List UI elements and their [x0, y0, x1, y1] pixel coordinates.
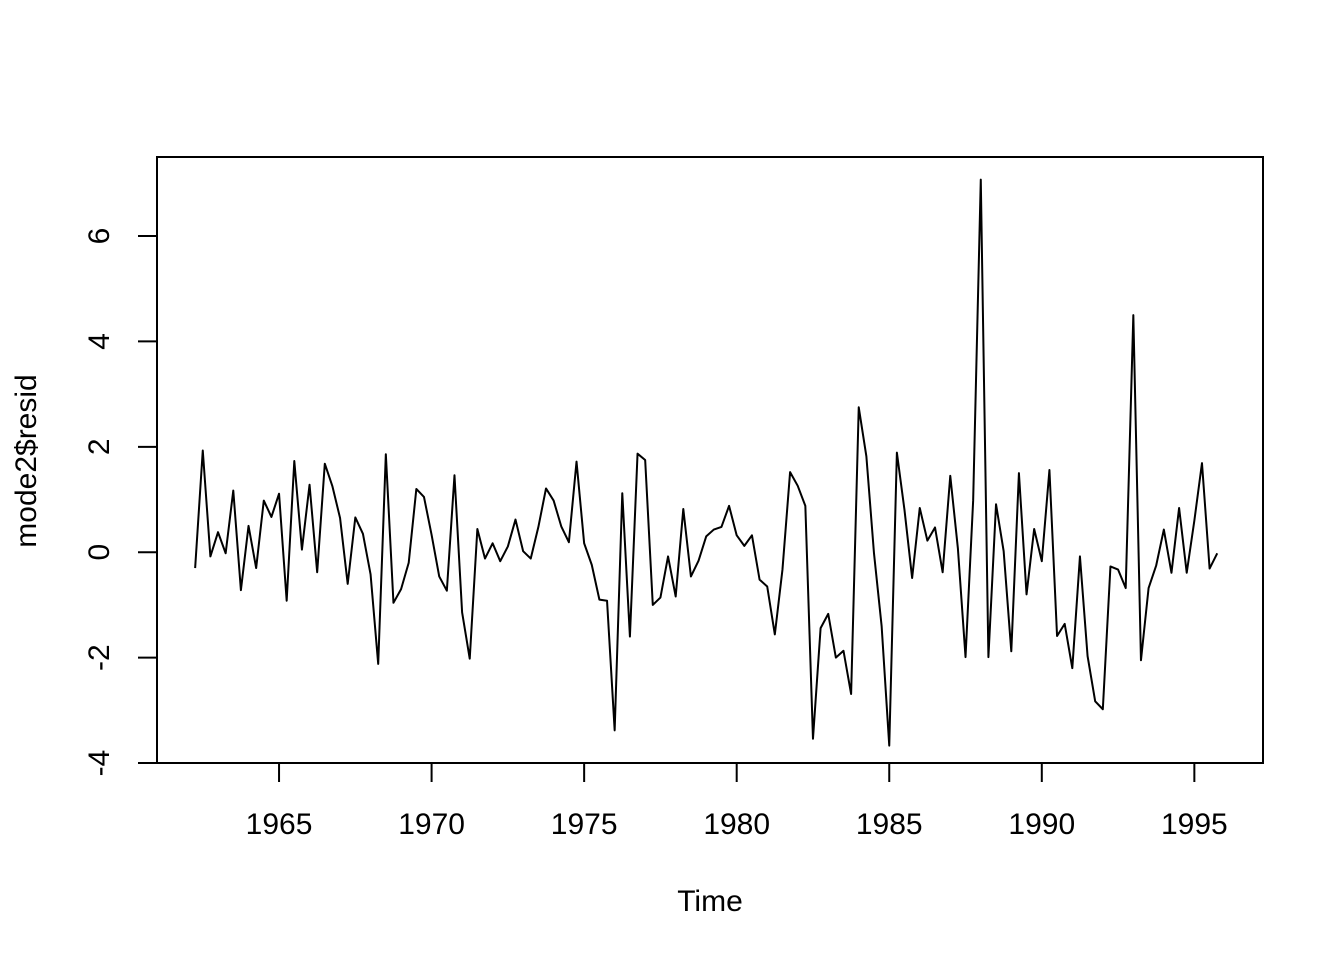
plot-frame [156, 156, 1264, 764]
x-tick-label: 1980 [703, 808, 770, 841]
residual-series-line [194, 178, 1219, 747]
x-tick-label: 1970 [398, 808, 465, 841]
x-tick-label: 1975 [551, 808, 618, 841]
y-axis-title: mode2$resid [10, 374, 43, 547]
x-tick-label: 1990 [1008, 808, 1075, 841]
y-tick-label: 6 [83, 228, 116, 245]
y-tick-label: -2 [83, 644, 116, 671]
y-axis: -4 -2 0 2 4 6 [83, 228, 158, 777]
x-tick-label: 1965 [246, 808, 313, 841]
x-tick-label: 1985 [856, 808, 923, 841]
x-tick-label: 1995 [1161, 808, 1228, 841]
y-tick-label: -4 [83, 750, 116, 777]
x-axis-title: Time [677, 885, 743, 918]
y-tick-label: 4 [83, 333, 116, 350]
y-tick-label: 0 [83, 544, 116, 561]
y-tick-label: 2 [83, 438, 116, 455]
x-axis: 1965 1970 1975 1980 1985 1990 1995 [246, 762, 1228, 841]
